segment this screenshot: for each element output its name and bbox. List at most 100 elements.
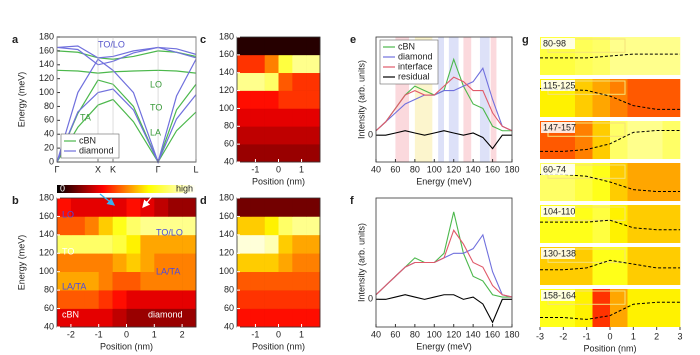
heat-cell <box>98 271 113 291</box>
panel-letter: e <box>350 34 356 46</box>
energy-band <box>448 37 459 162</box>
heat-cell <box>645 163 663 201</box>
heat-cell <box>264 54 279 74</box>
dispersion-branch <box>56 46 197 66</box>
heat-cell <box>278 37 293 56</box>
x-tick-label: 0 <box>276 329 281 339</box>
heat-cell <box>98 253 113 273</box>
y-tick-label: 160 <box>219 49 234 59</box>
panel-letter: a <box>12 34 19 46</box>
y-axis-label: Energy (meV) <box>16 235 26 291</box>
heat-cell <box>84 308 99 328</box>
x-tick-label: 0 <box>276 164 281 174</box>
heat-cell <box>70 216 86 236</box>
y-tick-label: 80 <box>44 101 54 111</box>
heat-cell <box>57 271 72 291</box>
heat-cell <box>292 37 307 56</box>
annotation: cBN <box>62 309 79 319</box>
heat-cell <box>250 54 265 74</box>
y-tick-label: 0 <box>368 130 373 140</box>
x-tick-label: 140 <box>466 329 481 339</box>
heat-cell <box>237 216 252 236</box>
heat-cell <box>292 108 307 127</box>
label-bg <box>541 164 575 175</box>
x-tick-label: 180 <box>504 329 519 339</box>
profile-line <box>540 259 680 271</box>
heat-cell <box>182 198 197 217</box>
x-tick-label: 0 <box>124 329 129 339</box>
x-tick-label: -1 <box>251 164 259 174</box>
heat-cell <box>126 290 141 309</box>
x-axis-label: Energy (meV) <box>416 176 472 186</box>
heat-cell <box>278 72 293 91</box>
legend-label: cBN <box>79 135 96 145</box>
heat-cell <box>57 253 72 273</box>
x-tick-label: Γ <box>156 164 161 174</box>
heat-cell <box>57 216 72 236</box>
heat-cell <box>306 253 321 273</box>
annotation: TO/LO <box>156 227 183 237</box>
y-tick-label: 40 <box>224 321 234 331</box>
y-axis-label: Intensity (arb. units) <box>356 223 366 302</box>
heat-cell <box>264 308 279 328</box>
strip-label: 158-164 <box>543 290 576 300</box>
heat-cell <box>112 308 127 328</box>
energy-band <box>438 37 444 162</box>
dispersion-branch <box>56 88 197 164</box>
legend-box <box>60 133 120 159</box>
heat-cell <box>292 126 307 145</box>
heat-cell <box>292 290 307 309</box>
heat-cell <box>126 198 141 217</box>
x-axis-label: Position (nm) <box>252 176 305 186</box>
heat-cell <box>306 126 321 145</box>
heat-cell <box>84 234 99 254</box>
x-tick-label: 80 <box>410 164 420 174</box>
heat-cell <box>610 79 628 117</box>
arrow <box>142 193 155 208</box>
dispersion-branch <box>56 45 197 59</box>
legend-label: residual <box>398 71 430 81</box>
heat-cell <box>140 234 155 254</box>
heat-cell <box>140 290 155 309</box>
heat-cell <box>250 90 265 109</box>
heat-cell <box>140 308 155 328</box>
heat-cell <box>98 198 113 217</box>
heat-cell <box>168 234 183 254</box>
heat-cell <box>168 253 183 273</box>
annotation: diamond <box>148 309 183 319</box>
heat-cell <box>154 234 169 254</box>
x-tick-label: 160 <box>485 329 500 339</box>
heat-cell <box>182 271 197 291</box>
x-tick-label: 40 <box>371 164 381 174</box>
heat-cell <box>140 271 155 291</box>
heat-cell <box>237 90 252 109</box>
heat-cell <box>278 253 293 273</box>
heat-cell <box>306 144 321 163</box>
heat-cell <box>662 79 681 117</box>
heat-cell <box>250 290 265 309</box>
heat-cell <box>306 216 321 236</box>
heat-cell <box>250 37 265 56</box>
y-tick-label: 0 <box>49 156 54 166</box>
heat-cell <box>306 54 321 74</box>
heat-cell <box>140 216 155 236</box>
y-tick-label: 120 <box>219 248 234 258</box>
heat-cell <box>112 253 127 273</box>
heat-cell <box>168 271 183 291</box>
heat-cell <box>126 271 141 291</box>
heat-cell <box>264 90 279 109</box>
y-axis-label: Intensity (arb. units) <box>356 60 366 139</box>
heat-cell <box>278 108 293 127</box>
heat-cell <box>237 108 252 127</box>
y-tick-label: 180 <box>39 31 54 41</box>
spectrum-line <box>375 233 513 298</box>
y-tick-label: 60 <box>224 139 234 149</box>
x-tick-label: 160 <box>485 164 500 174</box>
y-tick-label: 40 <box>44 129 54 139</box>
heat-cell <box>112 198 127 217</box>
annotation: LA/TA <box>156 266 180 276</box>
heat-cell <box>278 308 293 328</box>
heat-cell <box>662 247 681 285</box>
heat-cell <box>168 290 183 309</box>
